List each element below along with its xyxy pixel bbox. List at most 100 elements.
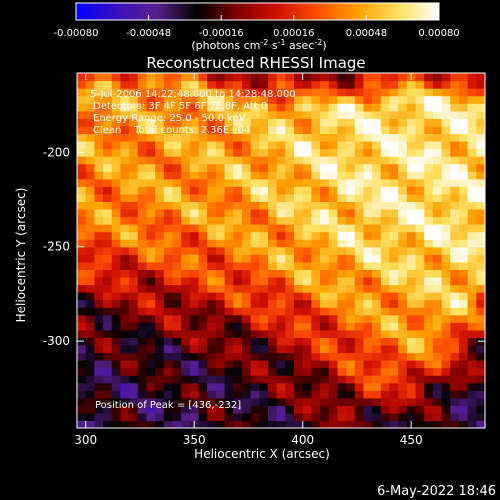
heatmap-cell xyxy=(103,73,113,82)
heatmap-cell xyxy=(389,178,399,187)
heatmap-cell xyxy=(215,140,226,150)
heatmap-cell xyxy=(337,292,347,301)
heatmap-cell xyxy=(398,322,408,331)
heatmap-cell xyxy=(476,269,485,278)
heatmap-cell xyxy=(250,231,260,240)
heatmap-cell xyxy=(94,208,104,218)
heatmap-cell xyxy=(415,420,425,428)
heatmap-cell xyxy=(389,397,399,406)
heatmap-cell xyxy=(120,118,130,127)
heatmap-cell xyxy=(233,231,243,240)
heatmap-cell xyxy=(311,163,321,172)
heatmap-cell xyxy=(406,314,417,323)
heatmap-cell xyxy=(137,125,148,135)
heatmap-cell xyxy=(285,148,295,157)
heatmap-cell xyxy=(207,405,217,414)
heatmap-cell xyxy=(311,95,321,104)
heatmap-cell xyxy=(389,208,399,218)
heatmap-cell xyxy=(146,125,156,135)
heatmap-cell xyxy=(294,201,304,210)
heatmap-cell xyxy=(224,224,234,233)
heatmap-cell xyxy=(328,254,339,263)
heatmap-cell xyxy=(311,352,321,361)
heatmap-cell xyxy=(267,397,278,406)
heatmap-cell xyxy=(129,73,139,82)
heatmap-cell xyxy=(77,163,87,172)
heatmap-cell xyxy=(346,178,356,187)
heatmap-cell xyxy=(163,307,174,316)
heatmap-cell xyxy=(163,261,174,270)
heatmap-cell xyxy=(215,231,226,240)
heatmap-cell xyxy=(302,73,312,82)
heatmap-cell xyxy=(172,337,182,346)
heatmap-cell xyxy=(328,80,339,89)
heatmap-cell xyxy=(476,201,485,210)
heatmap-cell xyxy=(103,186,113,195)
heatmap-cell xyxy=(380,390,391,399)
heatmap-cell xyxy=(267,329,278,338)
heatmap-cell xyxy=(389,375,399,384)
heatmap-cell xyxy=(172,292,182,301)
heatmap-cell xyxy=(233,73,243,82)
heatmap-cell xyxy=(181,216,191,225)
heatmap-cell xyxy=(476,163,485,172)
heatmap-cell xyxy=(233,412,243,422)
heatmap-cell xyxy=(233,239,243,248)
heatmap-cell xyxy=(155,322,165,331)
heatmap-cell xyxy=(267,292,278,301)
heatmap-cell xyxy=(215,292,226,301)
heatmap-cell xyxy=(320,88,330,97)
heatmap-cell xyxy=(241,80,252,89)
heatmap-cell xyxy=(354,292,365,301)
heatmap-cell xyxy=(441,186,451,195)
heatmap-cell xyxy=(155,171,165,180)
heatmap-cell xyxy=(294,344,304,354)
heatmap-cell xyxy=(467,382,477,391)
heatmap-cell xyxy=(267,171,278,180)
heatmap-cell xyxy=(441,208,451,218)
heatmap-cell xyxy=(432,246,443,255)
heatmap-cell xyxy=(85,148,95,157)
heatmap-cell xyxy=(137,171,148,180)
heatmap-cell xyxy=(389,103,399,112)
annotation-energy-range: Energy Range: 25.0 - 50.0 keV xyxy=(93,113,246,124)
heatmap-cell xyxy=(241,148,252,157)
heatmap-cell xyxy=(415,125,425,135)
heatmap-cell xyxy=(372,103,382,112)
heatmap-cell xyxy=(320,322,330,331)
heatmap-cell xyxy=(406,125,417,135)
heatmap-cell xyxy=(146,405,156,414)
heatmap-cell xyxy=(450,352,460,361)
heatmap-cell xyxy=(328,239,339,248)
heatmap-cell xyxy=(189,390,200,399)
heatmap-cell xyxy=(146,412,156,422)
heatmap-cell xyxy=(198,276,208,286)
heatmap-cell xyxy=(276,186,286,195)
heatmap-cell xyxy=(85,261,95,270)
heatmap-cell xyxy=(189,254,200,263)
heatmap-cell xyxy=(398,412,408,422)
heatmap-cell xyxy=(233,95,243,104)
heatmap-cell xyxy=(77,284,87,293)
heatmap-cell xyxy=(207,125,217,135)
heatmap-cell xyxy=(111,73,121,82)
heatmap-cell xyxy=(328,95,339,104)
heatmap-cell xyxy=(267,382,278,391)
heatmap-cell xyxy=(372,412,382,422)
heatmap-cell xyxy=(337,239,347,248)
heatmap-cell xyxy=(389,337,399,346)
heatmap-cell xyxy=(363,375,373,384)
heatmap-cell xyxy=(432,80,443,89)
heatmap-cell xyxy=(267,80,278,89)
heatmap-cell xyxy=(389,284,399,293)
heatmap-cell xyxy=(476,254,485,263)
heatmap-cell xyxy=(389,216,399,225)
heatmap-cell xyxy=(198,397,208,406)
heatmap-cell xyxy=(432,284,443,293)
heatmap-cell xyxy=(146,246,156,255)
heatmap-cell xyxy=(311,412,321,422)
heatmap-cell xyxy=(94,352,104,361)
heatmap-cell xyxy=(302,337,312,346)
heatmap-cell xyxy=(302,322,312,331)
heatmap-cell xyxy=(294,337,304,346)
